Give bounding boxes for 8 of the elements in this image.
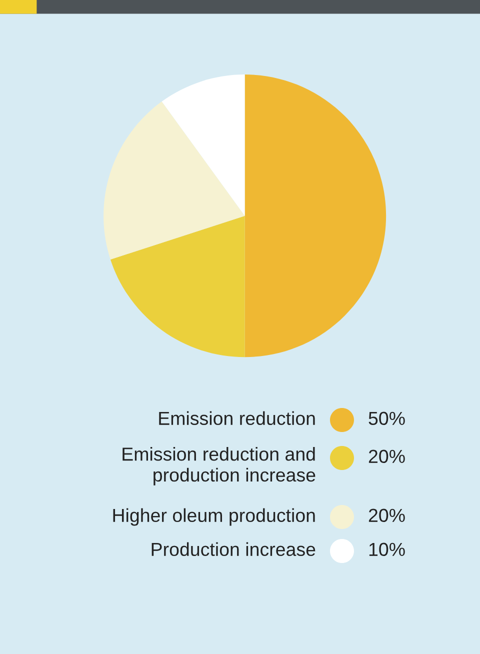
legend-label: Higher oleum production — [113, 508, 315, 526]
data-label: 20% — [368, 508, 405, 522]
data-label: 10% — [369, 542, 405, 556]
legend-label: Production increase — [152, 542, 316, 556]
data-label: 20% — [368, 450, 405, 464]
data-label: 50% — [368, 412, 405, 426]
legend-label: Emission reduction — [159, 411, 315, 426]
legend-label: Emission reduction and production increase — [122, 447, 316, 486]
